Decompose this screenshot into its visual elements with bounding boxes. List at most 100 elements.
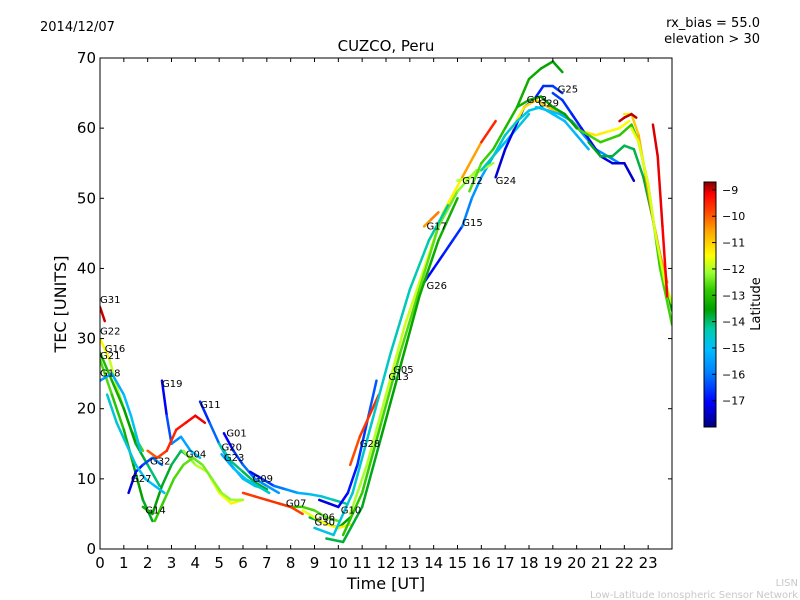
x-tick-label: 18 xyxy=(519,554,538,572)
series-segment xyxy=(146,463,161,488)
series-segment xyxy=(301,505,316,512)
satellite-label-g12: G12 xyxy=(462,176,482,187)
series-segment xyxy=(160,379,168,417)
series-segment xyxy=(427,204,450,242)
series-segment xyxy=(222,432,235,453)
satellite-label-g03: G03 xyxy=(527,95,547,106)
series-segment xyxy=(325,537,345,544)
satellite-labels: G31G22G16G21G18G19G27G32G14G04G11G01G20G… xyxy=(100,85,578,529)
satellite-label-g23: G23 xyxy=(224,453,244,464)
series-segment xyxy=(124,442,137,467)
date-label: 2014/12/07 xyxy=(40,20,115,35)
series-segment xyxy=(201,463,214,481)
series-segment xyxy=(351,421,373,495)
satellite-label-g01: G01 xyxy=(226,428,246,439)
series-segment xyxy=(170,435,183,446)
series-segment xyxy=(313,509,328,519)
satellite-label-g21: G21 xyxy=(100,351,120,362)
satellite-label-g27: G27 xyxy=(131,474,151,485)
series-segment xyxy=(341,505,364,544)
satellite-label-g04: G04 xyxy=(186,449,206,460)
satellite-label-g24: G24 xyxy=(496,176,516,187)
series-segment xyxy=(320,495,335,502)
elevation-label: elevation > 30 xyxy=(664,32,760,47)
series-segment xyxy=(349,463,369,516)
series-segment xyxy=(256,484,271,495)
series-segment xyxy=(422,218,433,228)
series-unlabeled-30 xyxy=(515,60,564,109)
series-segment xyxy=(637,140,650,186)
series-segment xyxy=(220,491,233,502)
series-segment xyxy=(389,288,412,354)
series-segment xyxy=(194,414,207,424)
series-segment xyxy=(217,491,233,505)
series-segment xyxy=(461,197,474,228)
satellite-label-g18: G18 xyxy=(100,369,120,380)
series-segment xyxy=(503,126,516,151)
series-segment xyxy=(480,119,497,144)
satellite-label-g30: G30 xyxy=(315,517,335,528)
x-tick-label: 19 xyxy=(543,554,562,572)
y-tick-label: 10 xyxy=(77,470,96,488)
series-segment xyxy=(492,133,507,158)
series-segment xyxy=(551,60,564,74)
series-unlabeled-41 xyxy=(105,393,166,495)
series-segment xyxy=(575,133,590,151)
series-segment xyxy=(358,414,371,439)
series-segment xyxy=(313,526,335,537)
series-segment xyxy=(332,498,347,505)
y-tick-label: 30 xyxy=(77,330,96,348)
series-segment xyxy=(563,112,578,130)
series-segment xyxy=(461,140,483,179)
series-segment xyxy=(217,442,233,463)
series-segment xyxy=(527,67,543,81)
series-segment xyxy=(365,393,388,467)
series-segment xyxy=(480,147,495,165)
satellite-label-g17: G17 xyxy=(427,221,447,232)
colorbar-ticks: −9 −10 −11 −12 −13 −14 −15 −16 −17 xyxy=(712,184,745,408)
series-segment xyxy=(110,379,126,410)
series-segment xyxy=(232,449,245,467)
series-segment xyxy=(492,126,507,151)
series-segment xyxy=(632,147,645,179)
satellite-label-g26: G26 xyxy=(427,281,447,292)
series-g05 xyxy=(341,168,478,537)
series-segment xyxy=(418,225,440,291)
colorbar-tick-label: −11 xyxy=(722,237,745,250)
satellite-label-g29: G29 xyxy=(539,99,559,110)
series-segment xyxy=(165,428,178,453)
series-g09 xyxy=(248,470,347,505)
series-segment xyxy=(189,449,202,460)
x-tick-label: 21 xyxy=(591,554,610,572)
series-segment xyxy=(656,154,664,228)
series-segment xyxy=(515,98,531,109)
series-segment xyxy=(260,477,276,488)
series-segment xyxy=(539,60,555,70)
series-segment xyxy=(630,126,640,144)
series-segment xyxy=(346,463,359,495)
series-segment xyxy=(313,516,328,526)
series-segment xyxy=(100,372,114,382)
series-segment xyxy=(561,98,574,116)
series-segment xyxy=(527,105,543,112)
y-tick-label: 0 xyxy=(86,540,96,558)
colorbar-tick-label: −16 xyxy=(722,368,745,381)
series-segment xyxy=(141,456,154,467)
series-segment xyxy=(551,91,564,102)
series-segment xyxy=(170,449,183,467)
series-segment xyxy=(232,467,247,481)
series-segment xyxy=(534,98,550,109)
series-segment xyxy=(606,126,621,133)
satellite-label-g14: G14 xyxy=(145,505,165,516)
series-segment xyxy=(539,105,555,116)
series-segment xyxy=(163,477,176,502)
x-tick-label: 23 xyxy=(639,554,658,572)
series-segment xyxy=(570,112,583,130)
series-g23 xyxy=(220,453,271,495)
series-segment xyxy=(360,421,383,495)
series-segment xyxy=(539,95,555,109)
series-unlabeled-42 xyxy=(153,456,245,523)
series-segment xyxy=(399,295,421,368)
series-segment xyxy=(480,154,495,172)
series-segment xyxy=(551,112,566,123)
